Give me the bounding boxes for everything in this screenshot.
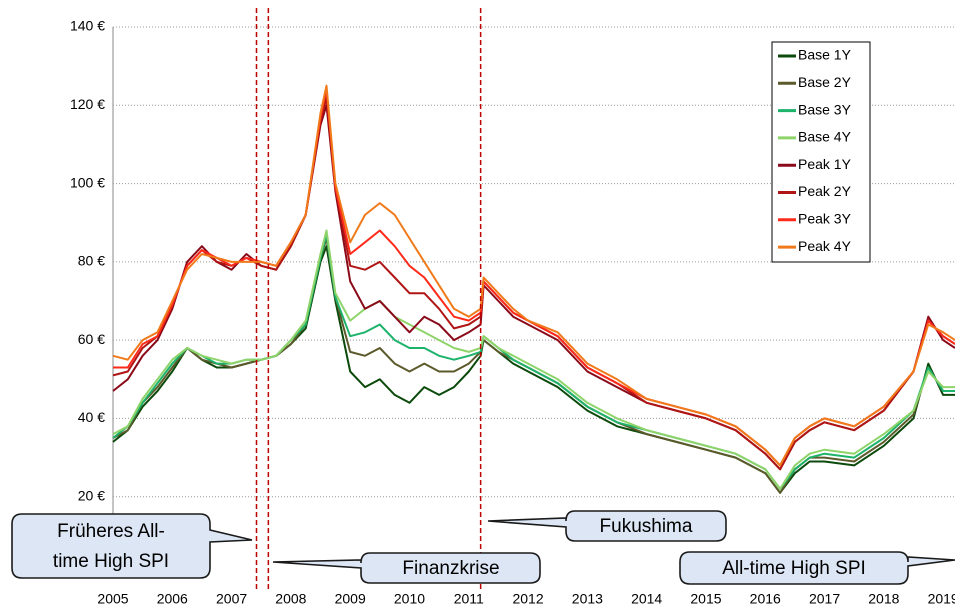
legend-label: Base 1Y [798,47,852,63]
x-tick-label: 2018 [868,591,899,607]
legend-label: Peak 2Y [798,183,852,199]
legend-label: Base 4Y [798,129,852,145]
x-tick-label: 2013 [572,591,603,607]
callout [487,510,727,542]
x-tick-label: 2016 [750,591,781,607]
y-tick-label: 140 € [70,18,105,34]
x-tick-label: 2019 [928,591,955,607]
legend-label: Peak 4Y [798,238,852,254]
legend-label: Base 3Y [798,101,852,117]
callout [272,552,541,584]
callout [679,551,955,585]
x-tick-label: 2015 [690,591,721,607]
x-tick-label: 2014 [631,591,662,607]
x-tick-label: 2017 [809,591,840,607]
x-tick-label: 2009 [335,591,366,607]
y-tick-label: 100 € [70,174,105,190]
x-tick-label: 2012 [512,591,543,607]
legend-label: Base 2Y [798,74,852,90]
y-tick-label: 120 € [70,96,105,112]
x-tick-label: 2005 [97,591,128,607]
y-tick-label: 40 € [78,409,105,425]
x-tick-label: 2006 [157,591,188,607]
x-tick-label: 2007 [216,591,247,607]
y-tick-label: 80 € [78,253,105,269]
y-tick-label: 60 € [78,331,105,347]
x-tick-label: 2008 [275,591,306,607]
x-tick-label: 2010 [394,591,425,607]
legend-items: Base 1Y Base 2Y Base 3Y Base 4Y Peak 1Y Peak … [778,47,852,254]
series-line [112,229,955,490]
callout [11,513,253,579]
series-line [112,84,955,467]
plot [112,8,955,590]
annotation: Früheres All-time High SPI [53,521,169,572]
x-tick-label: 2011 [454,591,484,607]
annotation: Finanzkrise [402,558,499,579]
legend-label: Peak 1Y [798,156,852,172]
annotation: All-time High SPI [722,558,866,579]
legend-label: Peak 3Y [798,211,852,227]
annotation: Fukushima [600,516,693,537]
y-tick-label: 20 € [78,487,105,503]
legend [771,41,871,263]
